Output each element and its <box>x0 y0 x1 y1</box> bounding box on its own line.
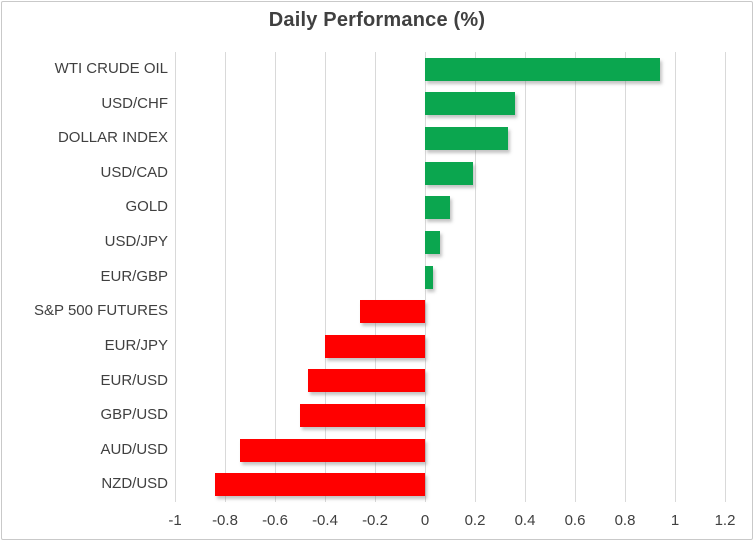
gridline-1.2 <box>725 52 726 502</box>
gridline-1 <box>675 52 676 502</box>
x-tick-label-0.4: 0.4 <box>514 512 536 529</box>
plot-area <box>175 52 726 502</box>
x-tick-label--0.6: -0.6 <box>262 512 288 529</box>
category-label-eur-gbp: EUR/GBP <box>100 267 168 285</box>
gridline--0.2 <box>375 52 376 502</box>
bar-wti-crude-oil <box>425 57 660 81</box>
category-label-dollar-index: DOLLAR INDEX <box>57 129 168 147</box>
category-label-eur-usd: EUR/USD <box>100 371 168 389</box>
bar-usd-jpy <box>425 230 440 254</box>
category-label-nzd-usd: NZD/USD <box>101 475 168 493</box>
gridline-0.8 <box>625 52 626 502</box>
bar-gold <box>425 196 450 220</box>
category-label-usd-jpy: USD/JPY <box>104 233 168 251</box>
bar-usd-cad <box>425 161 473 185</box>
bar-aud-usd <box>240 438 425 462</box>
x-tick-label--0.8: -0.8 <box>212 512 238 529</box>
bar-s-p-500-futures <box>360 300 425 324</box>
gridline--0.4 <box>325 52 326 502</box>
gridline-0.6 <box>575 52 576 502</box>
category-label-usd-chf: USD/CHF <box>101 94 168 112</box>
bar-eur-gbp <box>425 265 433 289</box>
category-label-eur-jpy: EUR/JPY <box>104 336 168 354</box>
gridline--1 <box>175 52 176 502</box>
category-label-usd-cad: USD/CAD <box>100 163 168 181</box>
category-label-gbp-usd: GBP/USD <box>100 406 168 424</box>
x-tick-label--0.4: -0.4 <box>312 512 338 529</box>
x-tick-label-1.2: 1.2 <box>714 512 736 529</box>
x-tick-label-0.6: 0.6 <box>564 512 586 529</box>
x-tick-label-0.8: 0.8 <box>614 512 636 529</box>
gridline-0.4 <box>525 52 526 502</box>
bar-eur-jpy <box>325 334 425 358</box>
x-tick-label--0.2: -0.2 <box>362 512 388 529</box>
category-label-gold: GOLD <box>125 198 168 216</box>
gridline--0.8 <box>225 52 226 502</box>
x-tick-label-1: 1 <box>670 512 680 529</box>
bar-dollar-index <box>425 127 508 151</box>
category-label-aud-usd: AUD/USD <box>100 440 168 458</box>
bar-usd-chf <box>425 92 515 116</box>
category-label-s-p-500-futures: S&P 500 FUTURES <box>34 302 168 320</box>
gridline-0.2 <box>475 52 476 502</box>
chart-title: Daily Performance (%) <box>268 9 486 31</box>
gridline--0.6 <box>275 52 276 502</box>
bar-eur-usd <box>307 369 425 393</box>
x-tick-label-0: 0 <box>420 512 430 529</box>
x-tick-label-0.2: 0.2 <box>464 512 486 529</box>
bar-gbp-usd <box>300 403 425 427</box>
bar-nzd-usd <box>215 473 425 497</box>
category-label-wti-crude-oil: WTI CRUDE OIL <box>54 60 168 77</box>
x-tick-label--1: -1 <box>168 512 182 529</box>
